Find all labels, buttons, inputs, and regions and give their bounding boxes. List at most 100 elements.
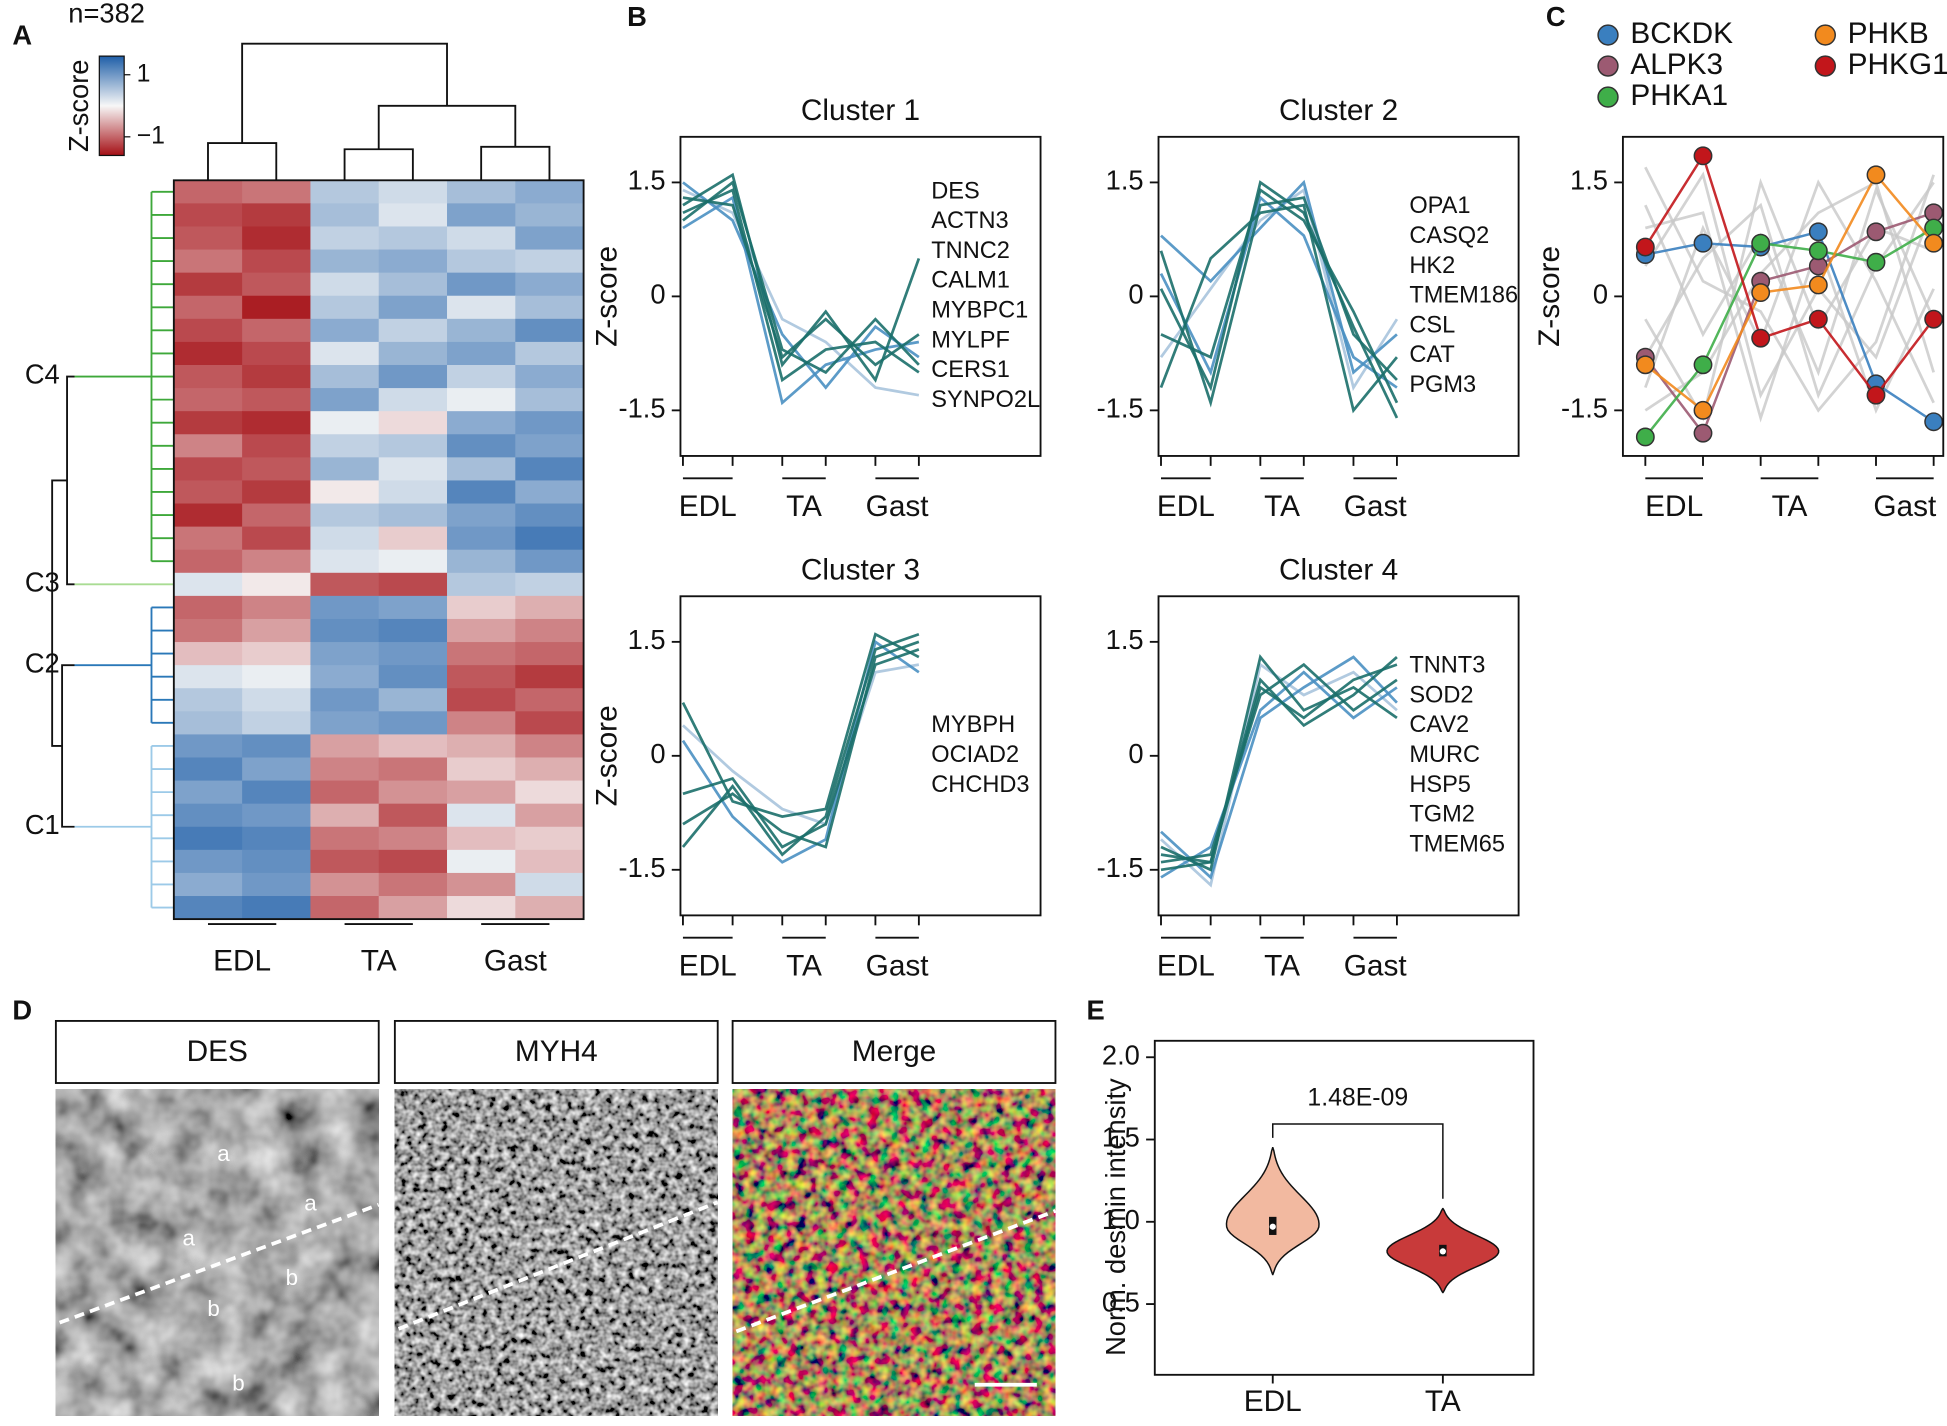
legend-marker: [1597, 86, 1619, 108]
heatmap-cell: [515, 734, 585, 759]
heatmap-cell: [242, 388, 312, 412]
data-point: [1866, 165, 1886, 185]
series-line: [1644, 179, 1935, 404]
series-line: [1644, 226, 1935, 438]
heatmap-cell: [242, 434, 312, 458]
micrograph-myh4: [394, 1089, 718, 1416]
heatmap-cell: [515, 572, 585, 597]
plot-frame: [1153, 1039, 1535, 1376]
heatmap-cell: [378, 896, 448, 920]
heatmap-cell: [173, 618, 243, 643]
heatmap-cell: [310, 388, 380, 412]
heatmap-cell: [447, 688, 516, 712]
heatmap-cell: [173, 896, 243, 920]
heatmap-cell: [242, 688, 312, 712]
heatmap-cell: [378, 826, 448, 851]
heatmap-cell: [242, 272, 312, 297]
heatmap-cell: [310, 849, 380, 874]
heatmap-cell: [310, 364, 380, 389]
y-axis-label: Z-score: [590, 246, 623, 347]
heatmap-cell: [378, 272, 448, 297]
heatmap-cell: [515, 642, 585, 666]
series-line: [682, 188, 920, 397]
heatmap-cell: [310, 618, 380, 643]
heatmap-cell: [173, 549, 243, 574]
heatmap-cell: [447, 642, 516, 666]
heatmap-cell: [242, 249, 312, 274]
heatmap-cell: [310, 595, 380, 620]
heatmap-cell: [378, 595, 448, 620]
heatmap-cell: [378, 180, 448, 204]
heatmap-cell: [310, 180, 380, 204]
heatmap-cell: [310, 688, 380, 712]
heatmap-cell: [173, 803, 243, 828]
heatmap-cell: [447, 780, 516, 805]
heatmap-cell: [242, 849, 312, 874]
heatmap-cell: [515, 826, 585, 851]
heatmap-cell: [242, 364, 312, 389]
heatmap-cell: [378, 642, 448, 666]
heatmap-cell: [242, 526, 312, 551]
y-tick-label: 0: [1128, 738, 1143, 769]
gene-label: TMEM186: [1409, 282, 1518, 308]
gene-label: TNNT3: [1409, 652, 1485, 678]
heatmap-cell: [515, 711, 585, 736]
heatmap-cell: [515, 780, 585, 805]
micrograph-des: [55, 1089, 379, 1416]
data-point: [1866, 222, 1886, 242]
panel-title: Cluster 2: [1279, 94, 1398, 127]
heatmap-cell: [378, 295, 448, 320]
heatmap-cell: [310, 226, 380, 251]
y-tick-label: 1.5: [1102, 1122, 1140, 1153]
heatmap-cell: [515, 249, 585, 274]
data-point: [1635, 237, 1655, 257]
legend-label: PHKB: [1848, 17, 1929, 50]
legend-label: PHKG1: [1848, 48, 1947, 81]
group-label: Gast: [1873, 490, 1937, 523]
heatmap-cell: [242, 665, 312, 689]
heatmap-cell: [310, 826, 380, 851]
heatmap-cell: [515, 226, 585, 251]
p-value: 1.48E-09: [1307, 1085, 1408, 1112]
heatmap-cell: [378, 503, 448, 528]
legend-label: PHKA1: [1630, 79, 1728, 112]
image-title: MYH4: [515, 1035, 598, 1068]
heatmap-cell: [242, 572, 312, 597]
heatmap-cell: [242, 803, 312, 828]
heatmap-cell: [310, 757, 380, 782]
heatmap-frame: [172, 179, 585, 921]
heatmap-cell: [515, 411, 585, 435]
heatmap-cell: [310, 503, 380, 528]
heatmap-cell: [378, 803, 448, 828]
gene-label: CHCHD3: [931, 771, 1029, 797]
heatmap-cell: [310, 480, 380, 505]
heatmap-cell: [242, 595, 312, 620]
heatmap-cell: [310, 665, 380, 689]
heatmap-cell: [173, 826, 243, 851]
group-label: TA: [361, 944, 397, 977]
plot-frame: [1621, 135, 1945, 457]
heatmap-cell: [515, 803, 585, 828]
data-point: [1693, 400, 1713, 420]
heatmap-cell: [515, 457, 585, 482]
y-tick-label: 1.0: [1102, 1204, 1140, 1235]
series-line: [682, 663, 920, 826]
data-point: [1808, 309, 1828, 329]
heatmap-cell: [378, 757, 448, 782]
heatmap-cell: [173, 572, 243, 597]
plot-frame: [679, 595, 1042, 917]
data-point: [1808, 275, 1828, 295]
heatmap-cell: [378, 711, 448, 736]
heatmap-cell: [378, 688, 448, 712]
heatmap-cell: [310, 734, 380, 759]
series-line: [681, 639, 920, 864]
heatmap-title: n=382: [68, 0, 145, 28]
series-line: [682, 195, 920, 406]
data-point: [1866, 252, 1886, 272]
heatmap-cell: [242, 480, 312, 505]
fiber-label: b: [232, 1371, 244, 1396]
data-point: [1924, 233, 1944, 253]
heatmap-cell: [173, 526, 243, 551]
heatmap-cell: [242, 295, 312, 320]
heatmap-cell: [515, 272, 585, 297]
